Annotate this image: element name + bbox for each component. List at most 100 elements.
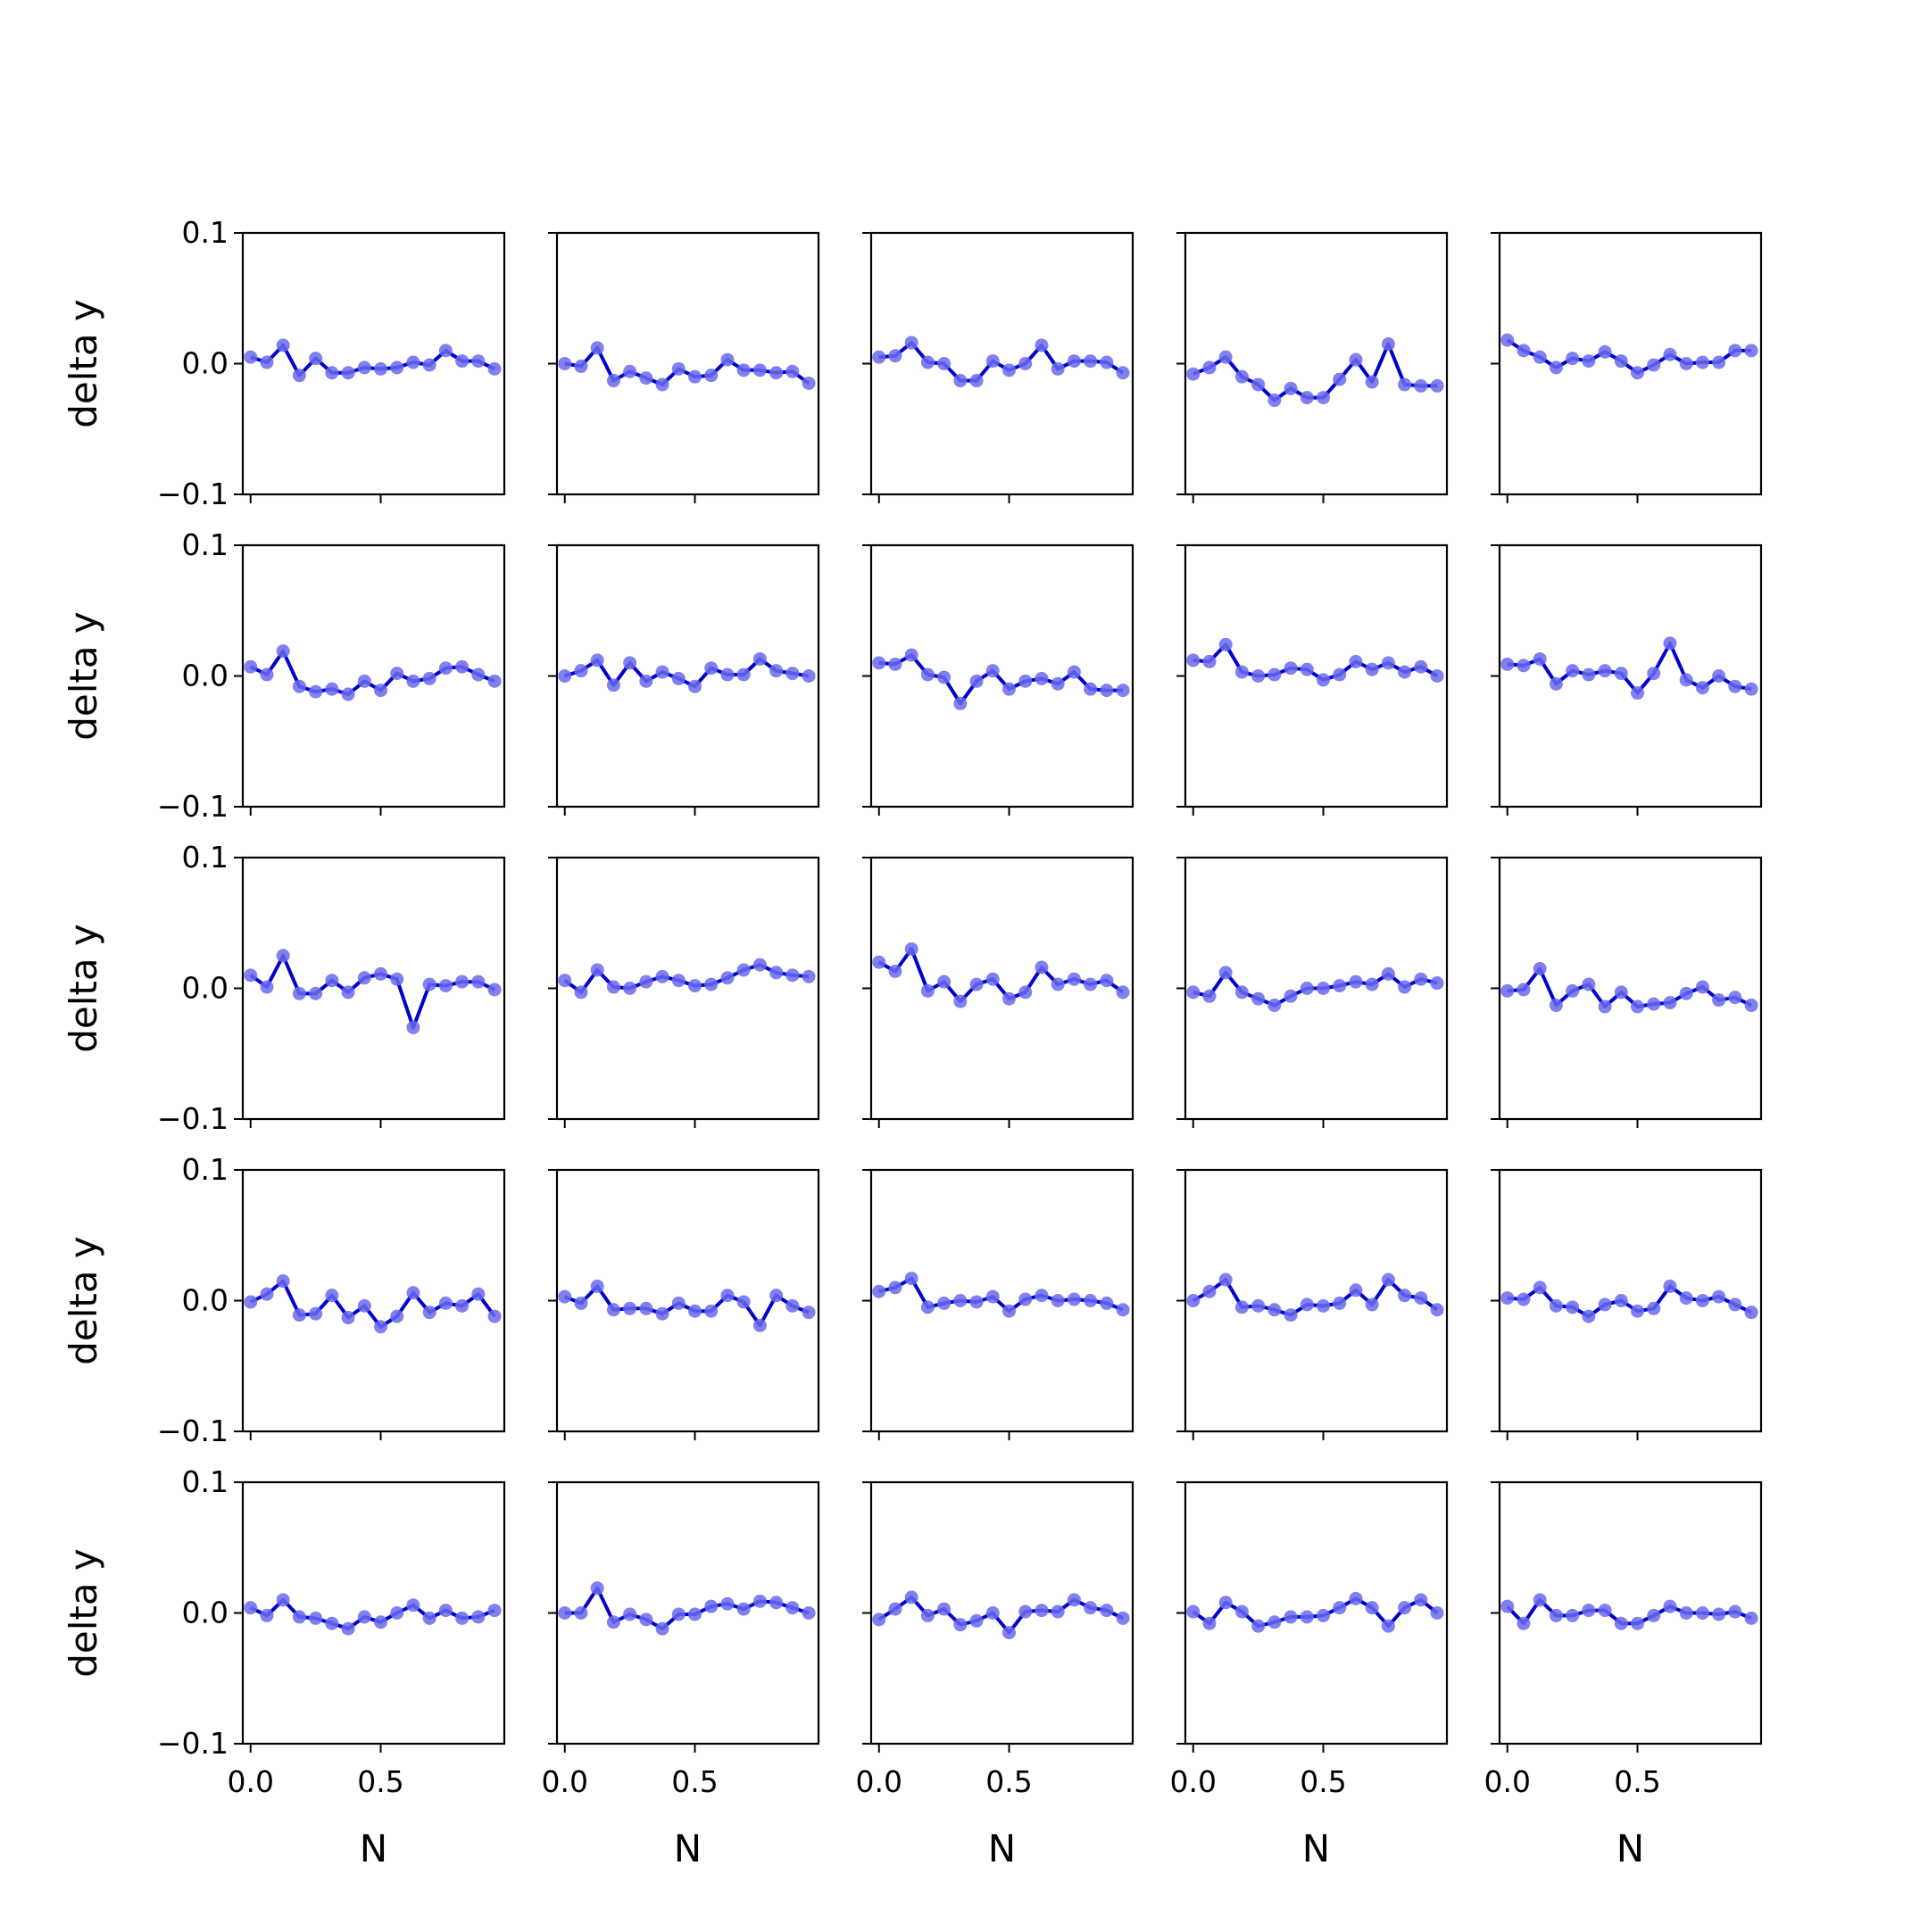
- data-point: [1533, 962, 1547, 976]
- data-point: [888, 1281, 902, 1295]
- series-line-12: [563, 963, 810, 994]
- series-line-3: [878, 341, 1125, 383]
- data-point: [1018, 1292, 1033, 1306]
- data-point: [309, 352, 323, 366]
- data-point: [769, 1289, 784, 1303]
- data-point: [292, 1610, 306, 1624]
- data-point: [1614, 354, 1628, 369]
- data-point: [1500, 333, 1515, 347]
- data-point: [802, 1306, 816, 1320]
- data-point: [1647, 1301, 1661, 1315]
- data-point: [244, 350, 258, 364]
- data-point: [937, 1296, 952, 1310]
- data-point: [1631, 1616, 1645, 1630]
- data-point: [1100, 974, 1114, 988]
- data-point: [872, 350, 886, 364]
- data-point: [802, 669, 816, 683]
- data-point: [260, 980, 274, 994]
- data-point: [1414, 972, 1428, 986]
- data-point: [1267, 394, 1282, 408]
- data-point: [720, 1596, 735, 1611]
- data-point: [1349, 1591, 1363, 1605]
- data-point: [1100, 684, 1114, 698]
- x-tick-label: 0.5: [985, 1764, 1032, 1799]
- data-point: [1218, 1596, 1233, 1610]
- data-point: [390, 972, 404, 986]
- y-tick-label: 0.1: [182, 527, 229, 562]
- data-point: [1566, 352, 1580, 366]
- data-point: [1631, 999, 1645, 1014]
- data-point: [1517, 344, 1531, 358]
- data-point: [1202, 989, 1217, 1003]
- y-tick-label: −0.1: [157, 477, 229, 511]
- x-tick-label: 0.5: [1300, 1764, 1346, 1799]
- data-point: [325, 366, 339, 380]
- data-point: [1414, 1291, 1428, 1306]
- data-point: [1067, 972, 1081, 986]
- data-point: [953, 696, 968, 710]
- data-point: [1234, 665, 1249, 679]
- data-point: [606, 980, 620, 994]
- data-point: [1300, 391, 1314, 405]
- data-point: [1712, 993, 1726, 1007]
- data-point: [1695, 1294, 1709, 1307]
- data-point: [985, 1606, 1000, 1620]
- data-point: [406, 674, 420, 688]
- x-tick-label: 0.5: [1614, 1764, 1660, 1799]
- data-point: [1663, 347, 1677, 361]
- data-point: [688, 1607, 702, 1621]
- data-point: [558, 974, 572, 988]
- data-point: [1679, 986, 1693, 1000]
- data-point: [1317, 391, 1331, 405]
- data-point: [1186, 653, 1201, 667]
- data-point: [671, 974, 686, 988]
- data-point: [953, 1294, 968, 1307]
- data-point: [720, 971, 735, 985]
- data-point: [1317, 1298, 1331, 1313]
- panel-frame-15: [1498, 856, 1763, 1121]
- data-point: [1582, 667, 1596, 682]
- data-point: [487, 983, 502, 997]
- data-point: [920, 667, 935, 682]
- data-point: [985, 972, 1000, 986]
- data-point: [785, 364, 800, 378]
- data-point: [406, 1020, 420, 1034]
- data-point: [1116, 1611, 1130, 1625]
- data-point: [1398, 1289, 1412, 1303]
- data-point: [736, 667, 751, 682]
- data-point: [374, 1615, 388, 1629]
- data-point: [969, 1295, 984, 1309]
- data-point: [1349, 654, 1363, 668]
- data-point: [1267, 667, 1282, 682]
- data-point: [1631, 686, 1645, 701]
- data-point: [1533, 350, 1547, 364]
- data-point: [374, 1320, 388, 1334]
- data-point: [1663, 1279, 1677, 1293]
- data-point: [374, 684, 388, 698]
- data-point: [1430, 976, 1444, 991]
- data-point: [904, 942, 918, 957]
- series-line-4: [1192, 342, 1438, 402]
- data-point: [1598, 664, 1612, 678]
- series-line-1: [250, 344, 495, 377]
- data-point: [1251, 1619, 1266, 1633]
- series-line-23: [877, 1595, 1124, 1635]
- data-point: [438, 661, 453, 676]
- data-point: [1365, 977, 1379, 991]
- data-point: [260, 667, 274, 682]
- series-line-14: [1193, 970, 1438, 1007]
- data-point: [606, 374, 620, 388]
- data-point: [341, 985, 355, 999]
- data-point: [1084, 1294, 1098, 1307]
- data-point: [888, 964, 902, 978]
- data-point: [1566, 664, 1580, 678]
- data-point: [244, 1601, 258, 1615]
- data-point: [752, 363, 767, 377]
- data-point: [422, 1306, 436, 1320]
- data-point: [623, 1301, 637, 1315]
- data-point: [1300, 662, 1314, 676]
- x-tick-label: 0.0: [856, 1764, 902, 1799]
- data-point: [1549, 676, 1563, 691]
- data-point: [1300, 1610, 1314, 1624]
- data-point: [655, 1306, 669, 1321]
